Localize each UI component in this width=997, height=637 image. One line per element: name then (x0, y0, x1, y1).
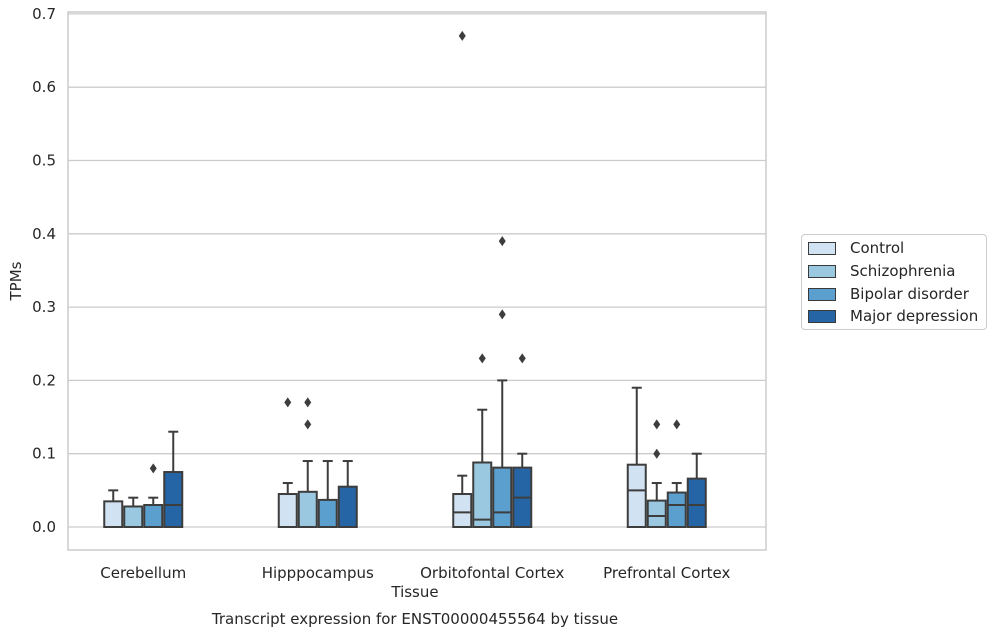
y-tick-label: 0.4 (32, 225, 56, 243)
box-orbitofontal-cortex-bipolar-disorder (492, 236, 513, 529)
legend-label-bipolar-disorder: Bipolar disorder (850, 285, 969, 303)
y-tick-label: 0.6 (32, 78, 56, 96)
box-body (317, 498, 338, 528)
x-tick-label-orbitofontal-cortex: Orbitofontal Cortex (420, 564, 564, 582)
box-cerebellum-major-depression (163, 430, 184, 528)
box-body (666, 491, 687, 529)
y-tick-label: 0.3 (32, 298, 56, 316)
legend-label-control: Control (850, 239, 905, 257)
box-body (492, 466, 513, 529)
box-body (143, 504, 164, 529)
legend-swatch-bipolar-disorder (808, 287, 836, 301)
x-axis-label: Tissue (391, 583, 439, 601)
box-body (626, 463, 647, 529)
box-body (646, 499, 667, 528)
y-tick-labels: 0.0 0.1 0.2 0.3 0.4 0.5 0.6 0.7 (32, 5, 56, 536)
x-tick-labels: Cerebellum Hipppocampus Orbitofontal Corte… (100, 564, 730, 582)
y-axis-label: TPMs (7, 261, 25, 301)
outlier-point (653, 448, 661, 459)
outlier-point (284, 397, 292, 408)
outlier-point (653, 419, 661, 430)
outlier-point (304, 397, 312, 408)
box-hipppocampus-major-depression (337, 460, 358, 528)
box-body (103, 500, 124, 529)
x-tick-label-cerebellum: Cerebellum (100, 564, 186, 582)
box-body (123, 505, 144, 529)
legend-label-schizophrenia: Schizophrenia (850, 262, 956, 280)
box-hipppocampus-schizophrenia (297, 397, 318, 529)
legend-item-bipolar-disorder: Bipolar disorder (808, 284, 969, 304)
y-tick-label: 0.2 (32, 371, 56, 389)
legend: Control Schizophrenia Bipolar disorder M… (801, 234, 987, 330)
outlier-point (498, 236, 506, 247)
outlier-point (149, 463, 157, 474)
plot-area-frame (67, 11, 767, 551)
box-body (277, 493, 298, 529)
box-body (297, 490, 318, 529)
box-hipppocampus-bipolar-disorder (317, 460, 338, 528)
outlier-point (458, 30, 466, 41)
box-cerebellum-schizophrenia (123, 496, 144, 529)
x-tick-label-hipppocampus: Hipppocampus (262, 564, 374, 582)
box-hipppocampus-control (277, 397, 298, 529)
box-body (472, 461, 493, 528)
outlier-point (498, 309, 506, 320)
box-body (452, 493, 473, 529)
legend-item-schizophrenia: Schizophrenia (808, 261, 955, 281)
box-orbitofontal-cortex-schizophrenia (472, 353, 493, 528)
x-tick-label-prefrontal-cortex: Prefrontal Cortex (603, 564, 730, 582)
box-prefrontal-cortex-control (626, 386, 647, 529)
legend-swatch-control (808, 241, 836, 255)
box-cerebellum-bipolar-disorder (143, 463, 164, 529)
outlier-point (518, 353, 526, 364)
box-orbitofontal-cortex-major-depression (512, 353, 533, 529)
box-prefrontal-cortex-bipolar-disorder (666, 419, 687, 529)
legend-item-control: Control (808, 238, 904, 258)
box-cerebellum-control (103, 489, 124, 529)
legend-label-major-depression: Major depression (850, 307, 979, 325)
chart-title: Transcript expression for ENST0000045556… (211, 610, 619, 628)
legend-swatch-schizophrenia (808, 264, 836, 278)
gridlines (68, 13, 766, 528)
outlier-point (478, 353, 486, 364)
outlier-point (304, 419, 312, 430)
legend-swatch-major-depression (808, 309, 836, 323)
box-body (163, 471, 184, 528)
y-tick-label: 0.7 (32, 5, 56, 23)
box-prefrontal-cortex-major-depression (686, 452, 707, 529)
y-tick-label: 0.5 (32, 152, 56, 170)
boxes (103, 30, 707, 529)
box-body (686, 477, 707, 529)
y-tick-label: 0.1 (32, 445, 56, 463)
outlier-point (673, 419, 681, 430)
legend-item-major-depression: Major depression (808, 306, 978, 326)
box-body (337, 485, 358, 528)
y-tick-label: 0.0 (32, 518, 56, 536)
box-orbitofontal-cortex-control (452, 30, 473, 529)
box-prefrontal-cortex-schizophrenia (646, 419, 667, 528)
